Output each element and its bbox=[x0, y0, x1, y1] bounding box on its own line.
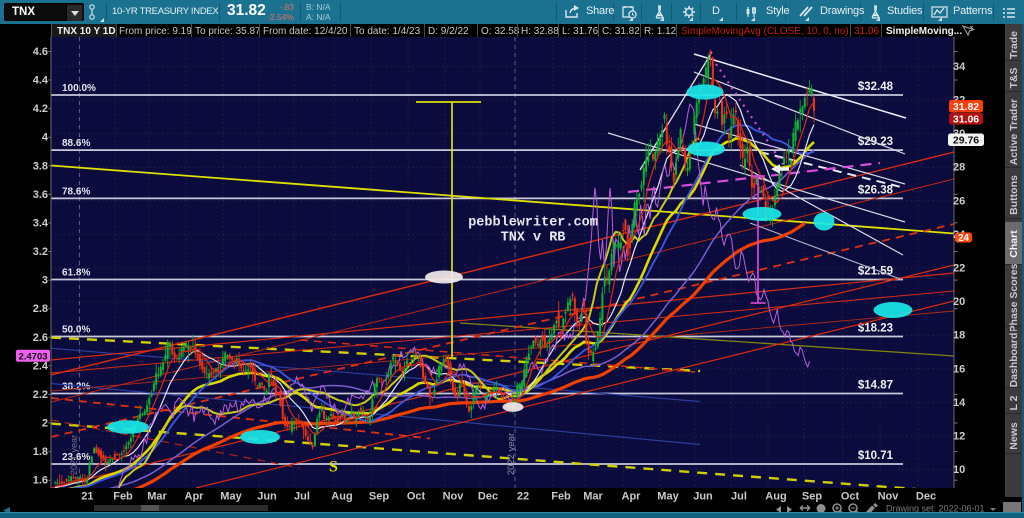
svg-text:Mar: Mar bbox=[583, 491, 603, 503]
svg-text:12: 12 bbox=[953, 431, 965, 443]
svg-text:Oct: Oct bbox=[407, 491, 426, 503]
svg-text:2.2: 2.2 bbox=[33, 389, 48, 401]
svg-text:Feb: Feb bbox=[551, 491, 571, 503]
svg-text:S: S bbox=[329, 459, 338, 476]
svg-text:78.6%: 78.6% bbox=[62, 186, 90, 197]
svg-text:Drawing set: 2022-06-01: Drawing set: 2022-06-01 bbox=[886, 504, 985, 513]
svg-text:$26.38: $26.38 bbox=[858, 184, 894, 196]
svg-text:3.6: 3.6 bbox=[33, 189, 48, 201]
svg-text:Jul: Jul bbox=[294, 491, 310, 503]
svg-text:3: 3 bbox=[42, 275, 48, 287]
svg-text:$10.71: $10.71 bbox=[858, 450, 894, 462]
svg-text:Jul: Jul bbox=[731, 491, 747, 503]
svg-text:1.6: 1.6 bbox=[33, 475, 48, 487]
svg-text:18: 18 bbox=[953, 330, 965, 342]
svg-text:Feb: Feb bbox=[113, 491, 133, 503]
svg-text:2.4: 2.4 bbox=[33, 360, 49, 372]
svg-text:Sep: Sep bbox=[369, 491, 389, 503]
svg-text:31.06: 31.06 bbox=[953, 114, 979, 126]
svg-text:TNX v RB: TNX v RB bbox=[501, 231, 566, 246]
svg-text:Apr: Apr bbox=[622, 491, 642, 503]
svg-text:$18.23: $18.23 bbox=[858, 323, 893, 335]
svg-text:26: 26 bbox=[953, 195, 965, 207]
svg-text:2.6: 2.6 bbox=[33, 332, 48, 344]
svg-text:50.0%: 50.0% bbox=[62, 325, 90, 336]
svg-text:20: 20 bbox=[953, 296, 965, 308]
svg-text:Aug: Aug bbox=[765, 491, 786, 503]
svg-text:22: 22 bbox=[953, 263, 965, 275]
svg-text:24: 24 bbox=[958, 233, 970, 244]
svg-text:2022 year: 2022 year bbox=[506, 433, 517, 475]
svg-text:Dec: Dec bbox=[916, 491, 936, 503]
svg-text:100.0%: 100.0% bbox=[62, 83, 96, 94]
svg-text:4.2: 4.2 bbox=[33, 103, 48, 115]
svg-text:$32.48: $32.48 bbox=[858, 81, 894, 93]
svg-text:May: May bbox=[657, 491, 679, 503]
svg-text:pebblewriter.com: pebblewriter.com bbox=[468, 216, 598, 231]
svg-text:22: 22 bbox=[517, 491, 529, 503]
svg-text:3.4: 3.4 bbox=[33, 217, 49, 229]
svg-text:Oct: Oct bbox=[841, 491, 860, 503]
svg-text:14: 14 bbox=[953, 397, 966, 409]
svg-text:Apr: Apr bbox=[185, 491, 205, 503]
svg-text:10: 10 bbox=[953, 464, 965, 476]
svg-text:Jun: Jun bbox=[257, 491, 277, 503]
svg-text:28: 28 bbox=[953, 162, 965, 174]
svg-text:4.6: 4.6 bbox=[33, 46, 48, 58]
svg-text:1.8: 1.8 bbox=[33, 446, 48, 458]
svg-text:3.2: 3.2 bbox=[33, 246, 48, 258]
svg-text:38.2%: 38.2% bbox=[62, 382, 90, 393]
svg-text:$14.87: $14.87 bbox=[858, 380, 893, 392]
svg-text:61.8%: 61.8% bbox=[62, 268, 90, 279]
svg-text:May: May bbox=[220, 491, 242, 503]
svg-text:2.8: 2.8 bbox=[33, 303, 48, 315]
svg-text:29.76: 29.76 bbox=[953, 135, 979, 147]
svg-text:Nov: Nov bbox=[878, 491, 900, 503]
svg-text:Aug: Aug bbox=[331, 491, 352, 503]
svg-text:2.4703: 2.4703 bbox=[18, 351, 47, 362]
svg-text:23.6%: 23.6% bbox=[62, 452, 90, 463]
svg-text:Jun: Jun bbox=[693, 491, 713, 503]
svg-text:16: 16 bbox=[953, 363, 965, 375]
svg-text:Nov: Nov bbox=[443, 491, 465, 503]
svg-text:2021 year: 2021 year bbox=[69, 435, 79, 475]
svg-text:3.8: 3.8 bbox=[33, 160, 48, 172]
svg-text:2: 2 bbox=[42, 418, 48, 430]
svg-text:Mar: Mar bbox=[147, 491, 167, 503]
svg-text:Dec: Dec bbox=[478, 491, 498, 503]
svg-text:31.82: 31.82 bbox=[953, 101, 979, 113]
svg-text:88.6%: 88.6% bbox=[62, 138, 90, 149]
svg-text:Sep: Sep bbox=[802, 491, 822, 503]
svg-text:$21.59: $21.59 bbox=[858, 266, 893, 278]
svg-text:21: 21 bbox=[81, 491, 93, 503]
svg-text:4.4: 4.4 bbox=[33, 75, 49, 87]
svg-text:4: 4 bbox=[42, 132, 49, 144]
svg-text:34: 34 bbox=[953, 61, 966, 73]
